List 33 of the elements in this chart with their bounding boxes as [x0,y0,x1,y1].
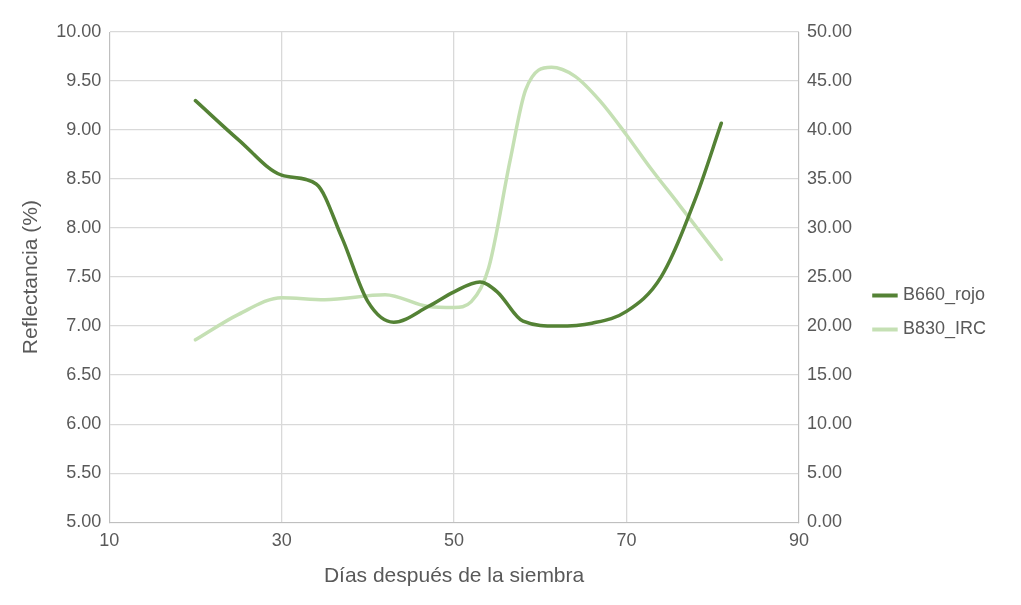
y-axis-title: Reflectancia (%) [18,200,42,355]
y2-tick-label: 40.00 [806,119,852,140]
y-tick-label: 8.50 [66,168,102,189]
y-tick-label: 9.50 [66,69,102,90]
y2-tick-label: 25.00 [806,266,852,287]
y-tick-label: 8.00 [66,217,102,238]
legend-label: B830_IRC [902,318,987,340]
x-tick-label: 70 [616,529,637,550]
line-series [193,98,724,328]
y-tick-label: 5.50 [66,462,102,483]
y2-tick-label: 35.00 [806,168,852,189]
legend-label: B660_rojo [902,284,986,306]
y2-tick-label: 10.00 [806,413,852,434]
x-tick-label: 10 [99,529,120,550]
y-tick-label: 5.00 [66,511,102,532]
x-tick-label: 30 [271,529,292,550]
y2-tick-label: 15.00 [806,364,852,385]
y2-tick-label: 45.00 [806,69,852,90]
y-tick-label: 6.50 [66,364,102,385]
x-tick-label: 50 [444,529,465,550]
y2-tick-label: 50.00 [806,20,852,41]
y-tick-label: 9.00 [66,119,102,140]
line-series [193,65,724,342]
x-tick-label: 90 [788,529,809,550]
y-tick-label: 10.00 [56,20,102,41]
y2-tick-label: 20.00 [806,315,852,336]
y2-tick-label: 30.00 [806,217,852,238]
y-tick-label: 6.00 [66,413,102,434]
y2-tick-label: 0.00 [806,511,842,532]
y2-tick-label: 5.00 [806,462,842,483]
y-tick-label: 7.00 [66,315,102,336]
y-tick-label: 7.50 [66,266,102,287]
x-axis-title: Días después de la siembra [323,563,585,587]
